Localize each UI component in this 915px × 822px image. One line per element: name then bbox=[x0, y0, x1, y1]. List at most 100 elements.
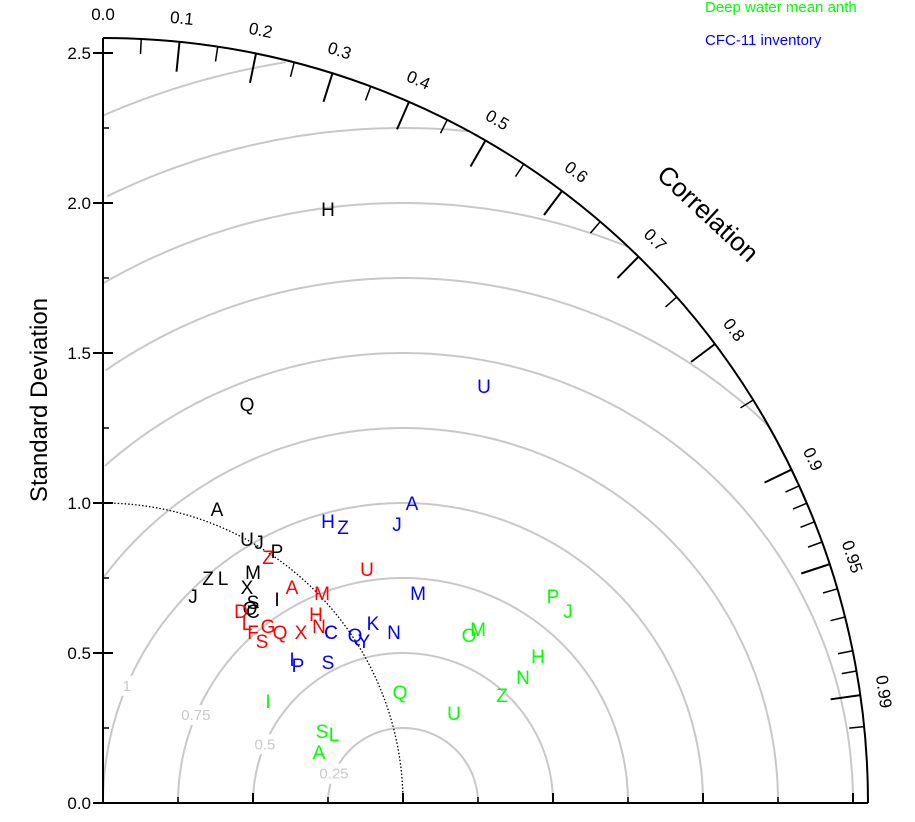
data-point-marker: M bbox=[470, 620, 486, 641]
rms-label-bg bbox=[177, 705, 214, 726]
rms-label-bg bbox=[108, 675, 145, 696]
correlation-tick bbox=[543, 190, 563, 216]
rms-contour bbox=[102, 427, 779, 803]
data-point-marker: I bbox=[265, 692, 270, 713]
data-point-marker: M bbox=[314, 584, 330, 605]
data-point-marker: C bbox=[246, 602, 260, 623]
correlation-minor-tick bbox=[289, 62, 295, 78]
reference-arc bbox=[102, 502, 404, 804]
data-point-marker: A bbox=[406, 494, 419, 515]
correlation-minor-tick bbox=[830, 616, 846, 622]
axes: 0.0 0.5 1.0 1.5 2.0 2.5 bbox=[67, 37, 869, 813]
y-tick-label: 1.5 bbox=[67, 344, 91, 363]
data-point-marker: N bbox=[312, 617, 326, 638]
data-point-marker: M bbox=[245, 563, 261, 584]
data-point-marker: H bbox=[321, 512, 335, 533]
correlation-minor-tick bbox=[792, 502, 808, 510]
data-point-marker: X bbox=[241, 578, 254, 599]
correlation-tick-label: 0.2 bbox=[247, 19, 274, 42]
rms-contour bbox=[102, 202, 629, 285]
data-point-marker: H bbox=[309, 605, 323, 626]
correlation-minor-tick bbox=[740, 399, 754, 409]
data-point-marker: Z bbox=[496, 686, 508, 707]
data-point-marker: J bbox=[254, 533, 264, 554]
correlation-tick bbox=[764, 468, 792, 484]
data-point-marker: X bbox=[295, 623, 308, 644]
data-point-marker: I bbox=[274, 590, 279, 611]
correlation-minor-tick bbox=[514, 163, 525, 178]
rms-contour bbox=[252, 652, 554, 803]
rms-contour-label: 1 bbox=[123, 678, 131, 695]
data-point-marker: C bbox=[324, 623, 338, 644]
rms-contour bbox=[177, 577, 629, 803]
correlation-minor-tick bbox=[139, 38, 142, 54]
correlation-minor-tick bbox=[841, 670, 857, 675]
correlation-minor-tick bbox=[589, 221, 601, 234]
outer-arc bbox=[102, 37, 869, 804]
data-point-marker: N bbox=[387, 623, 401, 644]
data-point-marker: Q bbox=[348, 626, 363, 647]
correlation-tick-label: 0.95 bbox=[838, 538, 866, 575]
correlation-minor-tick bbox=[665, 296, 678, 308]
correlation-tick bbox=[249, 53, 257, 84]
correlation-tick bbox=[396, 101, 410, 130]
correlation-axis: 0.0 0.1 0.2 0.3 0.4 0.5 0.6 0.7 0.8 0.9 0.95 0.99 bbox=[91, 5, 895, 729]
rms-contours: 0.25 0.5 0.75 1 bbox=[102, 61, 854, 803]
data-point-marker: N bbox=[516, 668, 530, 689]
axis-labels: Standard Deviation Correlation bbox=[26, 159, 765, 502]
data-point-marker: M bbox=[410, 584, 426, 605]
y-tick-label: 0.5 bbox=[67, 644, 91, 663]
correlation-tick-label: 0.1 bbox=[169, 8, 194, 29]
data-point-marker: U bbox=[447, 704, 461, 725]
data-point-marker: J bbox=[563, 602, 573, 623]
correlation-tick-label: 0.0 bbox=[91, 5, 115, 24]
rms-contour-label: 0.25 bbox=[319, 766, 348, 783]
correlation-tick-label: 0.99 bbox=[872, 674, 895, 709]
data-point-marker: G bbox=[261, 617, 276, 638]
rms-contour bbox=[104, 352, 854, 803]
correlation-tick-label: 0.7 bbox=[640, 225, 670, 255]
data-point-marker: U bbox=[360, 560, 374, 581]
rms-contour bbox=[103, 61, 286, 117]
rms-contour-label: 0.5 bbox=[254, 736, 275, 753]
data-point-marker: F bbox=[247, 623, 259, 644]
data-point-marker: D bbox=[234, 602, 248, 623]
correlation-minor-tick bbox=[214, 46, 219, 62]
data-point-marker: A bbox=[313, 743, 326, 764]
correlation-tick-label: 0.4 bbox=[404, 67, 433, 94]
data-point-marker: H bbox=[531, 647, 545, 668]
data-point-marker: L bbox=[329, 725, 340, 746]
data-point-marker: J bbox=[188, 587, 198, 608]
data-point-marker: P bbox=[547, 587, 560, 608]
correlation-minor-tick bbox=[800, 521, 815, 529]
data-point-marker: Y bbox=[358, 632, 371, 653]
rms-contour bbox=[105, 277, 769, 427]
correlation-tick bbox=[690, 343, 716, 363]
data-point-marker: S bbox=[316, 722, 329, 743]
correlation-minor-tick bbox=[364, 86, 372, 101]
correlation-tick-label: 0.3 bbox=[325, 38, 353, 63]
y-tick-label: 2.0 bbox=[67, 194, 91, 213]
correlation-tick bbox=[616, 255, 640, 279]
data-point-marker: P bbox=[292, 656, 305, 677]
data-point-marker: Z bbox=[262, 548, 274, 569]
correlation-tick-label: 0.6 bbox=[561, 157, 591, 186]
legend: Deep water mean anth CFC-11 inventory bbox=[705, 0, 857, 49]
rms-contour-label: 0.75 bbox=[181, 707, 210, 724]
data-point-marker: Z bbox=[202, 569, 214, 590]
data-point-marker: S bbox=[256, 632, 269, 653]
data-point-marker: U bbox=[477, 377, 491, 398]
correlation-tick bbox=[800, 563, 831, 575]
data-point-marker: O bbox=[462, 626, 477, 647]
correlation-tick bbox=[469, 139, 487, 167]
y-tick-label: 1.0 bbox=[67, 494, 91, 513]
data-point-marker: U bbox=[240, 530, 254, 551]
correlation-tick-label: 0.8 bbox=[719, 315, 748, 345]
data-point-marker: K bbox=[367, 614, 380, 635]
data-point-marker: I bbox=[289, 650, 294, 671]
data-point-marker: S bbox=[322, 653, 335, 674]
data-point-marker: P bbox=[271, 542, 284, 563]
correlation-tick bbox=[175, 41, 181, 72]
data-point-marker: Z bbox=[337, 518, 349, 539]
